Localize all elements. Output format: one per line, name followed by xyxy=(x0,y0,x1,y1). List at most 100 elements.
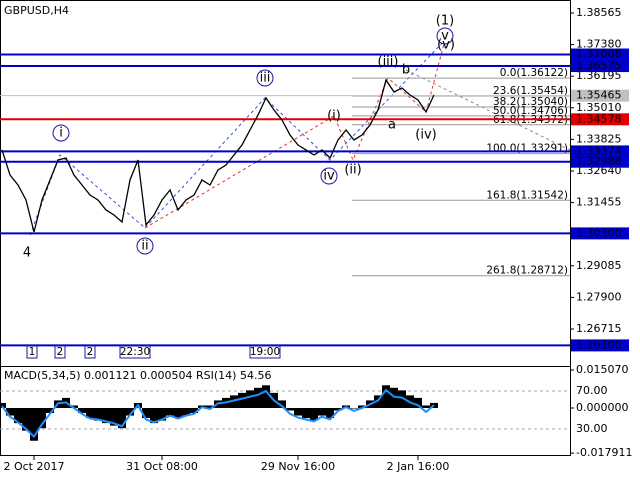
histogram-bar xyxy=(350,407,358,409)
y-tick-label: 1.27900 xyxy=(576,290,622,303)
y-tick-label: 1.36195 xyxy=(576,69,622,82)
frame xyxy=(0,0,571,456)
histogram-bar xyxy=(398,390,406,408)
y-tick-label: 1.29085 xyxy=(576,259,622,272)
y-tick-label: 1.35010 xyxy=(576,101,622,114)
separator-box xyxy=(119,345,151,359)
histogram-bar xyxy=(94,407,102,421)
histogram-bar xyxy=(310,407,318,421)
wave-circle xyxy=(320,167,338,185)
y-tick-label: 0.000000 xyxy=(576,401,629,414)
fib-label: 50.0(1.34706) xyxy=(493,105,568,117)
histogram-bar xyxy=(126,407,134,416)
wave-label: ii xyxy=(141,239,148,254)
histogram-bar xyxy=(190,407,198,414)
level-tag-label: 1.37008 xyxy=(576,48,622,61)
level-tag xyxy=(571,227,629,240)
y-tick-label: 1.37380 xyxy=(576,38,622,51)
wave-circle xyxy=(52,124,70,142)
fib-label: 38.2(1.35040) xyxy=(493,96,568,108)
fib-label: 100.0(1.33291) xyxy=(486,143,568,155)
y-tick-label: 1.33825 xyxy=(576,132,622,145)
y-tick-label: 1.31455 xyxy=(576,196,622,209)
level-tag xyxy=(571,113,629,126)
price-tag xyxy=(571,89,629,102)
histogram-bar xyxy=(78,407,86,414)
histogram-bar xyxy=(390,387,398,408)
histogram-bar xyxy=(38,407,46,429)
histogram-bar xyxy=(102,407,110,424)
histogram-bar xyxy=(158,407,166,421)
histogram-bar xyxy=(22,407,30,431)
histogram-bar xyxy=(206,405,214,408)
histogram-bar xyxy=(326,407,334,419)
y-tick-label: 1.26715 xyxy=(576,322,622,335)
histogram-bar xyxy=(278,400,286,408)
histogram-bar xyxy=(302,407,310,419)
wave-label: (iv) xyxy=(415,128,436,143)
histogram-bar xyxy=(358,405,366,408)
wave-label: iv xyxy=(323,169,335,184)
histogram-bar xyxy=(382,385,390,408)
wave-label: 4 xyxy=(23,246,31,261)
fib-label: 0.0(1.36122) xyxy=(500,67,568,79)
separator-label: 22:30 xyxy=(120,346,150,358)
wave-circle xyxy=(436,27,454,45)
histogram-bar xyxy=(318,407,326,416)
wave-circle xyxy=(136,237,154,255)
wave-label: iii xyxy=(260,71,271,86)
histogram-bar xyxy=(166,407,174,416)
histogram-bar xyxy=(174,407,182,419)
indicator-title: MACD(5,34,5) 0.001121 0.000504 RSI(14) 5… xyxy=(4,369,271,382)
fib-label: 23.6(1.35454) xyxy=(493,85,568,97)
histogram-bar xyxy=(286,407,294,411)
y-tick-label: 1.38565 xyxy=(576,6,622,19)
fib-label: 261.8(1.28712) xyxy=(486,265,568,277)
histogram-bar xyxy=(142,407,150,419)
price-tag-label: 1.35465 xyxy=(576,89,622,102)
separator-label: 1 xyxy=(29,346,36,358)
histogram-bar xyxy=(46,407,54,414)
level-tag-label: 1.26100 xyxy=(576,338,622,351)
separator-box xyxy=(84,345,96,359)
wave-label: a xyxy=(388,118,396,133)
histogram-bar xyxy=(70,405,78,408)
histogram-bar xyxy=(238,392,246,408)
y2-tick-label: 30.00 xyxy=(576,422,608,435)
wave-label: (iii) xyxy=(378,55,399,70)
chart-title: GBPUSD,H4 xyxy=(4,4,69,17)
histogram-bar xyxy=(150,407,158,424)
histogram-bar xyxy=(30,407,38,441)
y-tick-label: 0.015070 xyxy=(576,363,629,376)
histogram-bar xyxy=(246,390,254,408)
wave-label: b xyxy=(402,63,410,78)
level-tag xyxy=(571,339,629,352)
level-tag xyxy=(571,60,629,73)
histogram-bar xyxy=(294,407,302,416)
y2-tick-label: 70.00 xyxy=(576,384,608,397)
level-tag xyxy=(571,155,629,168)
level-tag xyxy=(571,145,629,158)
separator-box xyxy=(249,345,281,359)
level-tag-label: 1.33374 xyxy=(576,144,622,157)
histogram-bar xyxy=(414,397,422,408)
histogram-bar xyxy=(6,407,14,416)
wave-label: (1) xyxy=(436,14,454,29)
trend-line xyxy=(405,69,571,151)
x-tick-label: 2 Oct 2017 xyxy=(3,460,64,473)
histogram-bar xyxy=(86,407,94,419)
wave-label: v xyxy=(441,29,449,44)
separator-box xyxy=(26,345,38,359)
histogram-bar xyxy=(422,405,430,408)
wave-label: (ii) xyxy=(344,163,361,178)
x-tick-label: 31 Oct 08:00 xyxy=(126,460,198,473)
wave-circle xyxy=(256,69,274,87)
wave-label: i xyxy=(59,126,63,141)
fib-label: 161.8(1.31542) xyxy=(486,189,568,201)
histogram-bar xyxy=(14,407,22,424)
level-tag xyxy=(571,48,629,61)
separator-label: 2 xyxy=(57,346,64,358)
histogram-bar xyxy=(118,407,126,429)
